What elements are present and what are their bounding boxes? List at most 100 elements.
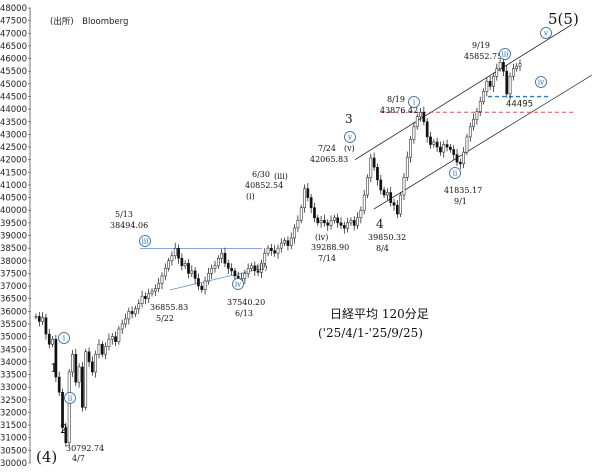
candle-body bbox=[319, 220, 323, 224]
candle-body bbox=[475, 111, 479, 120]
candle-body bbox=[468, 126, 472, 138]
candle-body bbox=[498, 62, 502, 69]
candle-body bbox=[482, 91, 485, 102]
candle-body bbox=[336, 217, 340, 224]
y-tick-label: 35500 bbox=[0, 320, 27, 330]
candle-body bbox=[163, 268, 167, 277]
candle-body bbox=[180, 258, 184, 267]
candle-body bbox=[518, 63, 522, 67]
candle-body bbox=[270, 247, 273, 251]
candle-body bbox=[465, 136, 469, 153]
candle-body bbox=[346, 222, 349, 229]
candle-body bbox=[150, 290, 154, 294]
support-level-label: 44495 bbox=[506, 100, 533, 110]
y-tick-label: 37000 bbox=[0, 282, 27, 292]
candle-body bbox=[342, 225, 346, 229]
candle-body bbox=[415, 116, 419, 128]
price-label-value: 45852.75 bbox=[464, 52, 502, 61]
candle-body bbox=[458, 161, 462, 165]
price-label-value: 37540.20 bbox=[227, 298, 265, 307]
y-tick-label: 35000 bbox=[0, 333, 27, 343]
candle-body bbox=[207, 273, 210, 282]
candle-body bbox=[379, 179, 383, 191]
y-tick-label: 41000 bbox=[0, 181, 27, 191]
circled-wave-iv: iv bbox=[235, 280, 241, 288]
candle-body bbox=[505, 70, 509, 95]
y-tick-label: 46500 bbox=[0, 42, 27, 52]
y-tick-label: 44500 bbox=[0, 92, 27, 102]
price-label-value: 38494.06 bbox=[110, 221, 148, 230]
candle-body bbox=[372, 157, 376, 168]
candle-body bbox=[366, 177, 369, 196]
wave-label-5: 5(5) bbox=[548, 10, 579, 28]
circled-wave-v-b: v bbox=[543, 29, 548, 37]
candle-body bbox=[67, 371, 71, 444]
candle-body bbox=[153, 288, 157, 292]
candle-body bbox=[432, 141, 436, 145]
candle-body bbox=[303, 188, 306, 208]
y-tick-label: 44000 bbox=[0, 105, 27, 115]
candle-body bbox=[64, 427, 68, 444]
candle-body bbox=[333, 217, 336, 221]
price-label-value: 41835.17 bbox=[444, 186, 482, 195]
y-tick-label: 42500 bbox=[0, 143, 27, 153]
candle-body bbox=[495, 68, 499, 77]
circled-wave-v: v bbox=[347, 133, 352, 141]
candle-body bbox=[279, 242, 283, 249]
candle-body bbox=[296, 220, 300, 229]
candle-body bbox=[253, 265, 257, 272]
candle-body bbox=[74, 354, 78, 383]
candle-body bbox=[187, 263, 190, 274]
candle-body bbox=[250, 265, 253, 269]
candle-body bbox=[230, 268, 233, 272]
y-tick-label: 45500 bbox=[0, 67, 27, 77]
candle-body bbox=[100, 343, 104, 355]
minor-wave-iv: (iv) bbox=[315, 233, 328, 242]
circled-wave-iii-b-ring bbox=[499, 48, 511, 60]
candle-body bbox=[276, 247, 280, 254]
price-label-date: 9/1 bbox=[454, 197, 467, 206]
circled-wave-i: i bbox=[63, 334, 66, 342]
candle-body bbox=[160, 275, 164, 284]
candle-body bbox=[442, 144, 446, 153]
minor-wave-ii: (ii) bbox=[256, 263, 267, 272]
candle-body bbox=[376, 167, 379, 181]
candle-body bbox=[263, 252, 267, 264]
y-tick-label: 32500 bbox=[0, 396, 27, 406]
candle-body bbox=[81, 366, 84, 408]
candle-body bbox=[488, 81, 492, 87]
upper-channel-line bbox=[354, 24, 573, 160]
price-label-date: 7/14 bbox=[318, 254, 336, 263]
candle-body bbox=[137, 303, 141, 310]
circled-wave-ii: ii bbox=[68, 394, 73, 402]
trend-channels bbox=[140, 24, 593, 291]
candle-body bbox=[213, 265, 217, 269]
candle-body bbox=[352, 220, 356, 226]
candle-body bbox=[508, 76, 512, 95]
wave-label-4: 4 bbox=[376, 217, 384, 231]
candle-body bbox=[462, 151, 465, 165]
y-tick-label: 43000 bbox=[0, 130, 27, 140]
y-tick-label: 34500 bbox=[0, 345, 27, 355]
price-label-value: 43876.42 bbox=[380, 106, 418, 115]
price-label-value: 30792.74 bbox=[66, 444, 104, 453]
candle-body bbox=[54, 338, 58, 378]
candle-body bbox=[256, 270, 260, 273]
candle-body bbox=[472, 118, 475, 128]
circled-wave-iv-b-ring bbox=[535, 76, 547, 88]
y-tick-label: 30500 bbox=[0, 446, 27, 456]
candle-body bbox=[283, 240, 286, 244]
candle-body bbox=[210, 268, 214, 274]
y-tick-label: 32000 bbox=[0, 408, 27, 418]
candle-body bbox=[193, 270, 197, 279]
candle-body bbox=[94, 354, 98, 373]
candle-body bbox=[220, 252, 223, 259]
candle-body bbox=[339, 222, 343, 226]
candle-body bbox=[233, 270, 237, 277]
circled-wave-i-ring bbox=[58, 332, 70, 344]
candle-body bbox=[44, 317, 48, 335]
candle-body bbox=[167, 260, 170, 269]
price-label-date: 8/19 bbox=[387, 95, 405, 104]
candle-body bbox=[362, 194, 366, 211]
